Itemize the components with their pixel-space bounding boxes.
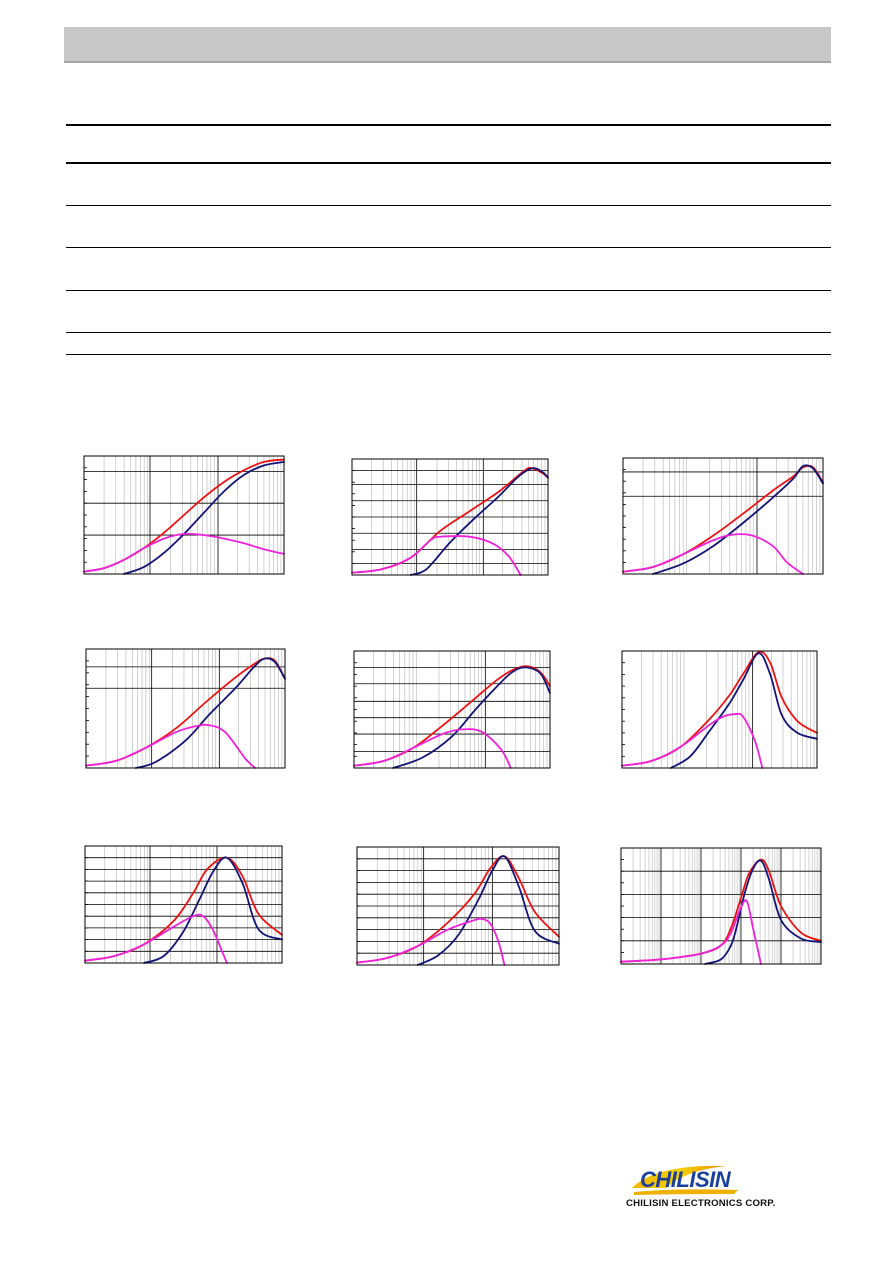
table-rule (66, 124, 831, 126)
chart-1 (83, 455, 285, 575)
chart-7-svg (84, 845, 283, 964)
series-line-3 (622, 533, 804, 575)
chart-2-svg (351, 458, 549, 576)
series-line-2 (416, 855, 560, 966)
table-rule (66, 247, 831, 248)
logo-mark: CHILISIN (632, 1165, 738, 1195)
plot-frame (351, 458, 549, 576)
chart-3 (622, 457, 824, 575)
series-line-1 (84, 856, 283, 962)
plot-frame (356, 846, 560, 966)
company-name: CHILISIN ELECTRONICS CORP. (626, 1198, 776, 1209)
series-line-2 (652, 464, 824, 575)
chart-9 (620, 847, 822, 965)
series-line-3 (353, 728, 512, 769)
chart-4-svg (85, 648, 286, 769)
plot-frame (84, 845, 283, 964)
series-line-2 (704, 859, 822, 965)
table-rule (66, 162, 831, 164)
company-logo: CHILISIN CHILISIN ELECTRONICS CORP. (626, 1158, 826, 1214)
series-line-3 (351, 535, 522, 576)
plot-frame (353, 650, 551, 769)
chart-5-svg (353, 650, 551, 769)
series-line-3 (85, 723, 257, 769)
logo-wordmark: CHILISIN (640, 1167, 732, 1192)
series-line-1 (622, 464, 824, 573)
series-line-3 (84, 913, 228, 964)
series-line-2 (143, 856, 283, 964)
series-line-1 (353, 665, 551, 767)
series-line-1 (356, 855, 560, 964)
series-line-2 (123, 461, 285, 575)
plot-frame (621, 650, 818, 769)
chart-8-svg (356, 846, 560, 966)
chart-6-svg (621, 650, 818, 769)
header-bar (64, 27, 831, 63)
series-line-1 (85, 657, 286, 767)
table-rule (66, 332, 831, 333)
series-line-2 (134, 657, 286, 769)
series-line-2 (669, 652, 818, 769)
series-line-1 (351, 466, 549, 574)
plot-frame (85, 648, 286, 769)
series-line-3 (83, 532, 285, 573)
chart-6 (621, 650, 818, 769)
series-line-1 (83, 458, 285, 573)
chart-3-svg (622, 457, 824, 575)
series-line-3 (621, 712, 764, 769)
plot-frame (622, 457, 824, 575)
chart-2 (351, 458, 549, 576)
table-rule (66, 205, 831, 206)
chart-8 (356, 846, 560, 966)
table-rule (66, 354, 831, 355)
series-line-2 (409, 467, 549, 576)
chart-5 (353, 650, 551, 769)
plot-frame (83, 455, 285, 575)
series-line-3 (356, 917, 506, 966)
chart-9-svg (620, 847, 822, 965)
series-line-1 (621, 650, 818, 767)
plot-frame (620, 847, 822, 965)
series-line-2 (392, 666, 551, 769)
chart-7 (84, 845, 283, 964)
series-line-3 (620, 899, 762, 965)
table-rule (66, 290, 831, 291)
chart-4 (85, 648, 286, 769)
chart-1-svg (83, 455, 285, 575)
